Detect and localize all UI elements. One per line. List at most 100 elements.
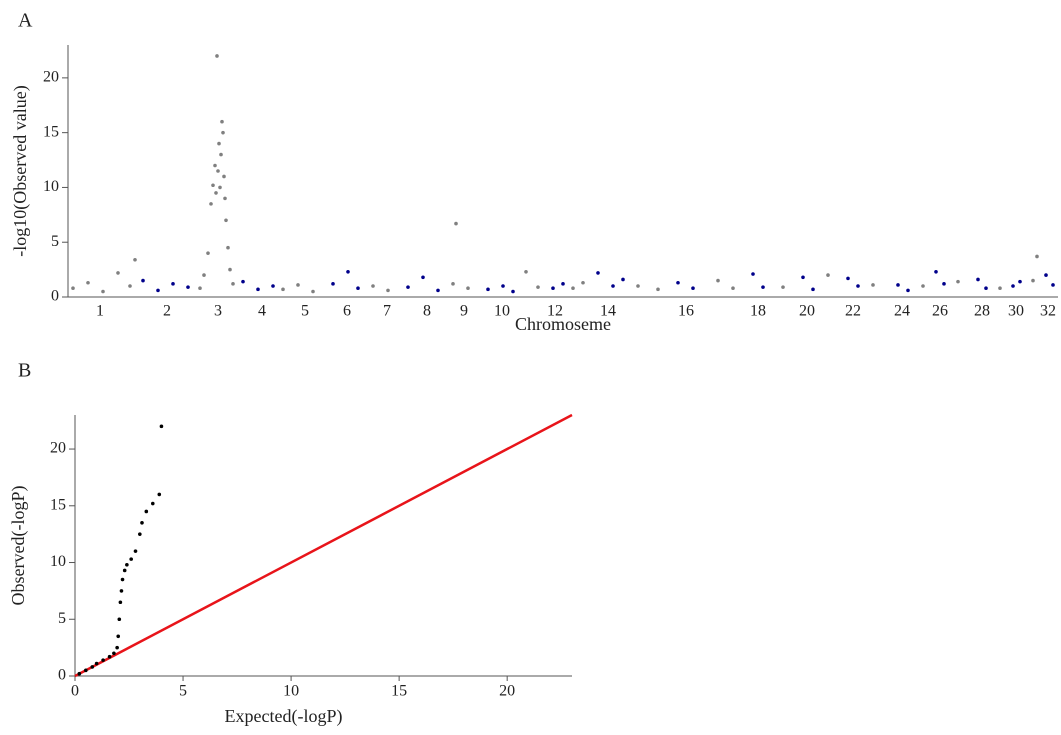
point — [218, 185, 222, 190]
point — [451, 282, 455, 286]
point — [1051, 283, 1055, 287]
point — [751, 272, 755, 276]
point — [801, 275, 805, 280]
x-axis-label: Chromoseme — [515, 314, 611, 334]
point — [222, 174, 226, 179]
x-tick-label: 9 — [460, 303, 468, 320]
point — [133, 549, 138, 553]
point — [271, 284, 275, 288]
point — [856, 284, 860, 288]
x-tick-label: 20 — [799, 303, 815, 320]
x-tick-label: 24 — [894, 303, 910, 320]
x-tick-label: 30 — [1008, 303, 1024, 320]
point — [141, 278, 145, 283]
x-tick-label: 28 — [974, 303, 990, 320]
point — [956, 279, 960, 284]
point — [115, 645, 119, 650]
point — [731, 286, 735, 291]
point — [906, 288, 910, 293]
x-tick-label: 8 — [423, 303, 431, 320]
point — [226, 245, 230, 250]
point — [186, 285, 190, 289]
x-axis-label: Expected(-logP) — [225, 706, 343, 727]
point — [536, 285, 540, 289]
y-tick-label: 20 — [43, 69, 59, 86]
point — [676, 280, 680, 285]
x-tick-label: 18 — [750, 303, 766, 320]
point — [311, 289, 315, 294]
point — [691, 286, 695, 291]
point — [228, 267, 232, 272]
point — [611, 284, 615, 288]
x-tick-label: 32 — [1040, 303, 1056, 320]
point — [296, 283, 300, 287]
y-tick-label: 10 — [43, 178, 59, 195]
point — [581, 280, 585, 285]
x-tick-label: 2 — [163, 303, 171, 320]
point — [211, 183, 215, 188]
point — [656, 287, 660, 292]
x-tick-label: 7 — [383, 303, 391, 320]
point — [221, 130, 225, 135]
point — [571, 286, 575, 291]
y-tick-label: 10 — [50, 553, 66, 570]
point — [77, 671, 82, 676]
point — [1044, 273, 1048, 277]
point — [436, 288, 440, 293]
point — [144, 509, 149, 514]
x-tick-label: 10 — [283, 683, 299, 700]
point — [331, 282, 335, 286]
point — [561, 282, 565, 286]
point — [421, 275, 425, 280]
point — [101, 289, 105, 294]
y-tick-label: 0 — [51, 288, 59, 305]
x-tick-label: 4 — [258, 303, 266, 320]
point — [998, 286, 1002, 291]
point — [984, 286, 988, 291]
point — [921, 284, 925, 288]
point — [826, 273, 830, 277]
point — [406, 285, 410, 289]
point — [386, 288, 390, 293]
point — [71, 286, 75, 291]
point — [716, 278, 720, 283]
point — [896, 283, 900, 287]
x-tick-label: 3 — [214, 303, 222, 320]
point — [140, 521, 144, 525]
y-tick-label: 0 — [58, 667, 66, 684]
point — [86, 280, 90, 285]
point — [1035, 254, 1039, 259]
x-tick-label: 12 — [547, 303, 563, 320]
point — [117, 617, 122, 622]
y-tick-label: 5 — [51, 233, 59, 250]
point — [871, 283, 875, 287]
point — [346, 270, 350, 274]
point — [223, 196, 227, 201]
y-tick-label: 15 — [43, 123, 59, 140]
x-tick-label: 16 — [678, 303, 694, 320]
point — [122, 568, 127, 573]
panel-label: A — [18, 10, 33, 32]
y-axis-label: -log10(Observed value) — [10, 85, 31, 256]
x-tick-label: 26 — [932, 303, 948, 320]
point — [621, 277, 625, 282]
point — [217, 141, 221, 146]
point — [101, 658, 105, 662]
point — [116, 634, 121, 639]
x-tick-label: 14 — [600, 303, 616, 320]
x-tick-label: 5 — [301, 303, 309, 320]
point — [761, 285, 765, 289]
point — [1011, 284, 1015, 288]
reference-line — [74, 413, 573, 678]
point — [636, 284, 640, 288]
point — [84, 668, 88, 673]
point — [118, 600, 123, 605]
point — [371, 284, 375, 288]
point — [486, 287, 490, 292]
point — [128, 284, 132, 288]
point — [466, 286, 470, 291]
point — [216, 169, 220, 173]
x-tick-label: 20 — [499, 683, 515, 700]
point — [202, 273, 206, 277]
